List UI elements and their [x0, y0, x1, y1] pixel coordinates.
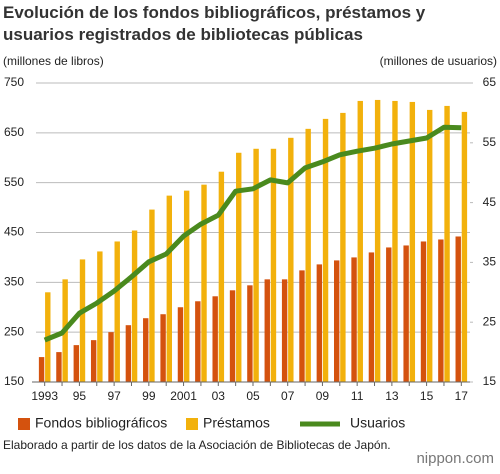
y-tick-label: 250: [4, 324, 24, 338]
bar: [368, 252, 375, 382]
bar: [143, 318, 149, 382]
bar: [166, 195, 172, 382]
bar: [299, 270, 305, 382]
bar: [114, 241, 120, 382]
bar: [253, 148, 259, 382]
y-tick-label: 150: [4, 374, 24, 388]
bar: [236, 152, 242, 382]
y-tick-label: 450: [4, 225, 24, 239]
x-tick-label: 95: [73, 389, 87, 403]
y-tick-label: 550: [4, 175, 24, 189]
bar: [183, 190, 190, 382]
bar: [392, 100, 398, 382]
y2-tick-label: 25: [483, 314, 497, 328]
bar: [322, 118, 329, 382]
bar: [212, 296, 218, 382]
legend-swatch: [18, 418, 30, 430]
bar: [79, 259, 86, 382]
source-note: Elaborado a partir de los datos de la As…: [3, 438, 391, 452]
x-tick-label: 17: [455, 389, 469, 403]
bar: [38, 357, 45, 382]
y-tick-label: 750: [4, 75, 24, 89]
y2-axis-label: (millones de usuarios): [380, 54, 497, 68]
y-tick-label: 350: [4, 275, 24, 289]
y-tick-label: 650: [4, 125, 24, 139]
x-tick-label: 97: [107, 389, 121, 403]
logo: nippon.com: [416, 450, 494, 467]
bar: [218, 171, 225, 382]
bar: [374, 99, 381, 383]
bar: [160, 314, 166, 382]
bar: [97, 251, 103, 382]
bar: [56, 352, 62, 382]
bar: [357, 100, 363, 382]
y2-tick-label: 65: [483, 75, 497, 89]
bar: [125, 325, 132, 382]
x-tick-label: 03: [212, 389, 226, 403]
bar: [420, 241, 427, 382]
bar: [444, 105, 450, 382]
legend-swatch: [186, 418, 198, 430]
bar: [288, 137, 294, 382]
bar: [351, 257, 357, 382]
x-tick-label: 15: [420, 389, 434, 403]
bar: [409, 101, 416, 382]
bar: [73, 345, 79, 382]
bar: [316, 264, 323, 382]
x-tick-label: 07: [281, 389, 295, 403]
bar: [177, 307, 184, 382]
bar: [229, 290, 236, 382]
legend-label: Préstamos: [203, 415, 270, 431]
x-tick-label: 13: [385, 389, 399, 403]
x-tick-label: 11: [351, 389, 364, 403]
bar: [403, 245, 409, 382]
bar: [201, 184, 207, 382]
bar: [90, 340, 97, 382]
chart-title: Evolución de los fondos bibliográficos, …: [3, 3, 426, 44]
bar: [340, 112, 346, 383]
y-axis-label: (millones de libros): [3, 54, 104, 68]
legend-label: Fondos bibliográficos: [35, 415, 167, 431]
bar: [281, 279, 288, 382]
line-series: [43, 124, 462, 343]
y2-tick-label: 55: [483, 135, 497, 149]
bar: [270, 148, 277, 382]
bar: [131, 230, 138, 382]
bar: [461, 111, 468, 383]
x-tick-label: 2001: [170, 389, 197, 403]
x-tick-label: 05: [246, 389, 260, 403]
bar: [108, 332, 114, 382]
y2-tick-label: 45: [483, 195, 497, 209]
legend-label: Usuarios: [350, 415, 405, 431]
bar: [247, 285, 253, 382]
bar: [264, 279, 270, 382]
y2-tick-label: 15: [483, 374, 497, 388]
x-tick-label: 1993: [31, 389, 58, 403]
x-tick-label: 09: [316, 389, 330, 403]
y2-tick-label: 35: [483, 255, 497, 269]
bar: [427, 109, 433, 382]
bar: [334, 260, 340, 382]
bar: [305, 128, 311, 382]
bar: [149, 209, 155, 382]
bar: [438, 239, 444, 382]
bar: [455, 236, 461, 382]
x-tick-label: 99: [142, 389, 156, 403]
bar: [386, 247, 392, 382]
bar: [195, 301, 201, 382]
